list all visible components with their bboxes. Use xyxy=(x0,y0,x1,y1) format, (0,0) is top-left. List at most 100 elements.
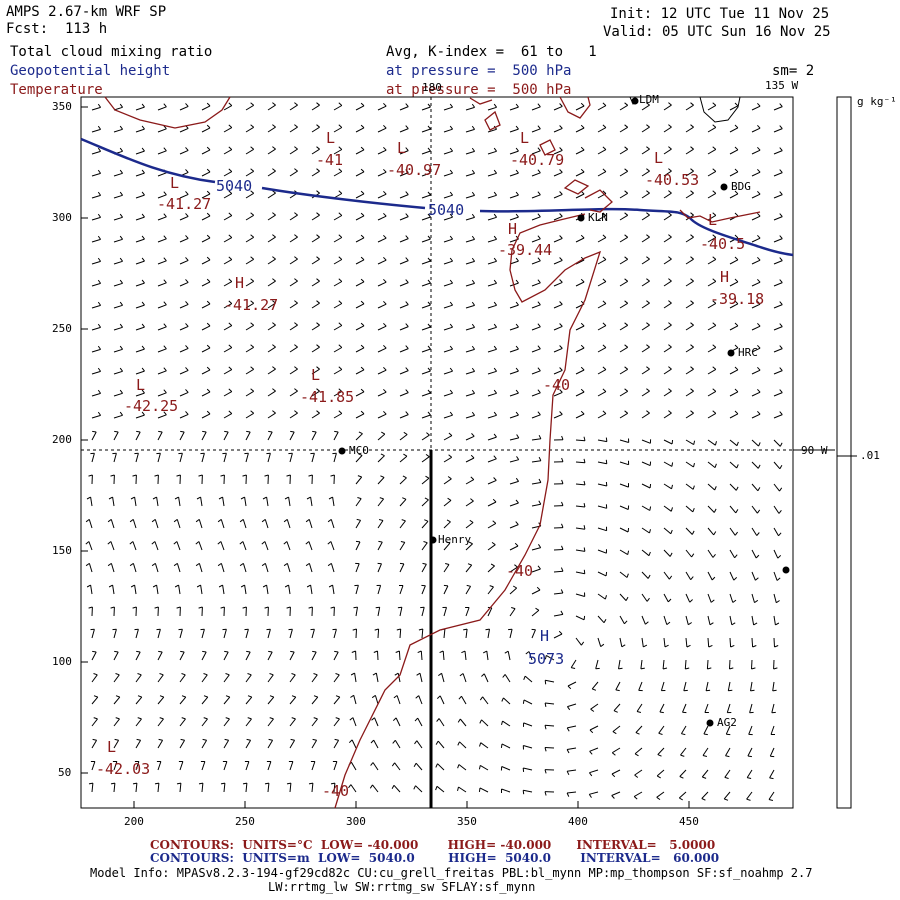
wind-barb xyxy=(509,480,519,485)
wind-barb-flag xyxy=(447,476,452,480)
wind-barb-flag xyxy=(559,125,563,129)
wind-barb xyxy=(201,453,205,463)
wind-barb-flag xyxy=(449,257,454,262)
wind-barb xyxy=(157,718,164,727)
wind-barb xyxy=(289,104,298,111)
wind-barb xyxy=(179,674,186,683)
wind-barb-flag xyxy=(250,102,255,106)
wind-barb xyxy=(685,368,694,375)
wind-barb xyxy=(729,439,738,447)
wind-barb xyxy=(465,500,474,507)
wind-barb xyxy=(333,369,343,375)
wind-barb-flag xyxy=(516,434,520,439)
wind-barb-flag xyxy=(360,212,365,217)
wind-barb-flag xyxy=(294,300,298,304)
wind-barb-flag xyxy=(566,792,570,797)
wind-barb-flag xyxy=(97,213,102,218)
wind-barb-flag xyxy=(119,213,123,218)
wind-barb-flag xyxy=(580,168,585,173)
wind-barb xyxy=(267,696,275,705)
wind-barb-flag xyxy=(559,411,563,415)
wind-barb-flag xyxy=(338,190,343,194)
wind-barb xyxy=(311,170,320,177)
wind-barb-flag xyxy=(250,190,255,194)
wind-barb-flag xyxy=(206,212,211,217)
wind-barb-flag xyxy=(646,388,650,392)
wind-barb xyxy=(619,302,628,309)
wind-barb xyxy=(421,260,431,265)
wind-barb xyxy=(487,260,497,265)
wind-barb-flag xyxy=(560,567,564,572)
wind-barb-flag xyxy=(734,234,739,239)
wind-barb-flag xyxy=(316,256,320,260)
wind-barb xyxy=(135,106,145,111)
wind-barb-flag xyxy=(86,584,91,588)
wind-barb-flag xyxy=(449,147,454,152)
wind-barb xyxy=(575,237,585,243)
wind-barb xyxy=(523,767,533,771)
wind-barb-flag xyxy=(185,257,189,261)
wind-barb-flag xyxy=(449,235,454,240)
wind-barb xyxy=(421,216,431,221)
wind-barb-flag xyxy=(224,650,229,653)
wind-barb xyxy=(707,192,717,199)
wind-barb-flag xyxy=(515,477,520,482)
wind-barb xyxy=(245,148,254,155)
wind-barb-flag xyxy=(664,644,669,648)
wind-barb-flag xyxy=(107,541,112,545)
wind-barb xyxy=(113,326,123,331)
temp-extremum-letter: L xyxy=(136,376,146,394)
wind-barb xyxy=(112,585,115,595)
wind-barb-flag xyxy=(206,344,211,349)
wind-barb xyxy=(663,412,672,419)
wind-barb-flag xyxy=(688,622,692,626)
wind-barb-flag xyxy=(580,322,585,327)
wind-barb-flag xyxy=(294,124,298,128)
wind-barb xyxy=(663,637,666,647)
wind-barb xyxy=(201,413,211,419)
wind-barb xyxy=(289,368,298,375)
wind-barb-flag xyxy=(479,696,484,701)
wind-barb xyxy=(179,369,189,375)
wind-barb-flag xyxy=(415,695,420,699)
wind-barb-flag xyxy=(228,102,233,106)
wind-barb xyxy=(399,392,409,397)
wind-barb-flag xyxy=(602,410,607,414)
wind-barb-flag xyxy=(272,102,276,106)
wind-barb xyxy=(726,703,731,713)
wind-barb-flag xyxy=(206,124,211,129)
wind-barb-flag xyxy=(330,782,336,785)
wind-barb-flag xyxy=(220,606,225,609)
wind-barb xyxy=(749,703,753,713)
wind-barb-flag xyxy=(313,717,318,720)
wind-barb-flag xyxy=(427,279,431,284)
wind-barb xyxy=(308,541,313,551)
x-tick-label: 250 xyxy=(235,815,255,828)
wind-barb xyxy=(154,563,159,573)
wind-barb-flag xyxy=(621,644,626,648)
wind-barb xyxy=(438,718,445,727)
wind-barb xyxy=(531,392,541,397)
wind-barb xyxy=(465,282,475,287)
wind-barb xyxy=(179,105,189,111)
temp-extremum-letter: L xyxy=(520,129,530,147)
wind-barb-flag xyxy=(730,644,735,648)
wind-barb-flag xyxy=(335,673,340,676)
wind-barb xyxy=(575,505,585,508)
wind-barb xyxy=(641,527,650,534)
wind-barb xyxy=(773,282,783,287)
wind-barb-flag xyxy=(203,673,208,676)
station-ag2-marker xyxy=(706,719,714,727)
wind-barb xyxy=(289,431,295,441)
wind-barb-flag xyxy=(218,584,223,588)
wind-barb xyxy=(135,783,138,793)
wind-barb-flag xyxy=(537,411,541,416)
wind-barb-flag xyxy=(646,190,650,194)
wind-barb-flag xyxy=(736,441,739,446)
wind-barb-flag xyxy=(734,146,739,151)
wind-barb-flag xyxy=(583,502,586,508)
wind-barb xyxy=(443,238,453,243)
wind-barb-flag xyxy=(690,234,694,238)
wind-barb-flag xyxy=(515,389,519,394)
wind-barb xyxy=(333,453,337,463)
